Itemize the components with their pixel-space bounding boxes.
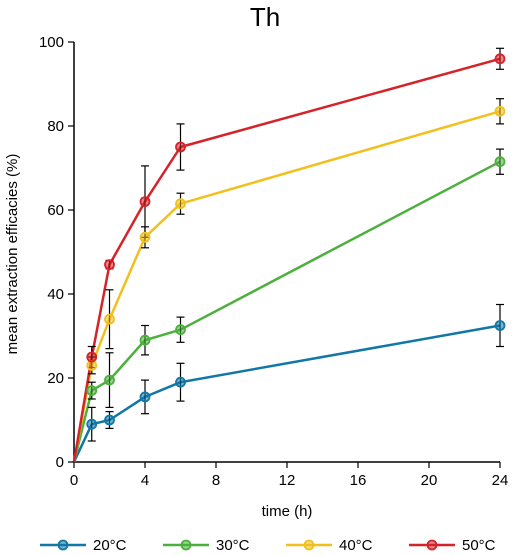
data-point	[494, 53, 506, 65]
data-point	[104, 259, 115, 271]
data-point	[175, 198, 186, 210]
series-line	[72, 324, 501, 463]
x-tick-label: 16	[350, 472, 367, 489]
data-point	[86, 418, 98, 430]
legend-swatch-marker	[180, 539, 192, 551]
data-point	[494, 320, 506, 331]
data-point	[139, 196, 151, 208]
series-line	[72, 110, 501, 463]
data-point	[494, 156, 506, 168]
y-tick-label: 0	[56, 454, 64, 471]
x-tick-label: 0	[70, 472, 78, 489]
x-tick-label: 8	[212, 472, 220, 489]
legend-label: 30°C	[216, 537, 250, 554]
data-point	[494, 105, 506, 117]
x-tick-label: 24	[492, 472, 509, 489]
legend-swatch-marker	[426, 539, 438, 551]
series-line	[72, 57, 501, 463]
y-tick-label: 40	[47, 286, 64, 303]
legend-label: 40°C	[339, 537, 373, 554]
data-point	[86, 351, 98, 363]
y-tick-label: 60	[47, 202, 64, 219]
y-tick-label: 80	[47, 118, 64, 135]
data-point	[175, 141, 186, 153]
legend-label: 50°C	[462, 537, 496, 554]
data-point	[175, 376, 186, 388]
data-point	[139, 391, 151, 403]
y-tick-label: 20	[47, 370, 64, 387]
data-point	[86, 385, 98, 397]
data-point	[104, 414, 115, 426]
chart-title: Th	[250, 2, 280, 32]
data-point	[139, 231, 151, 243]
y-axis-label: mean extraction efficacies (%)	[4, 154, 21, 355]
x-axis-label: time (h)	[262, 503, 313, 520]
data-point	[104, 374, 115, 386]
data-point	[139, 334, 151, 346]
series-line	[72, 160, 501, 463]
data-point	[175, 324, 186, 336]
legend-swatch-marker	[303, 539, 315, 551]
legend-label: 20°C	[93, 537, 127, 554]
x-tick-label: 4	[141, 472, 149, 489]
data-point	[104, 313, 115, 325]
x-tick-label: 12	[279, 472, 296, 489]
legend-swatch-marker	[57, 539, 69, 551]
x-tick-label: 20	[421, 472, 438, 489]
y-tick-label: 100	[39, 34, 64, 51]
